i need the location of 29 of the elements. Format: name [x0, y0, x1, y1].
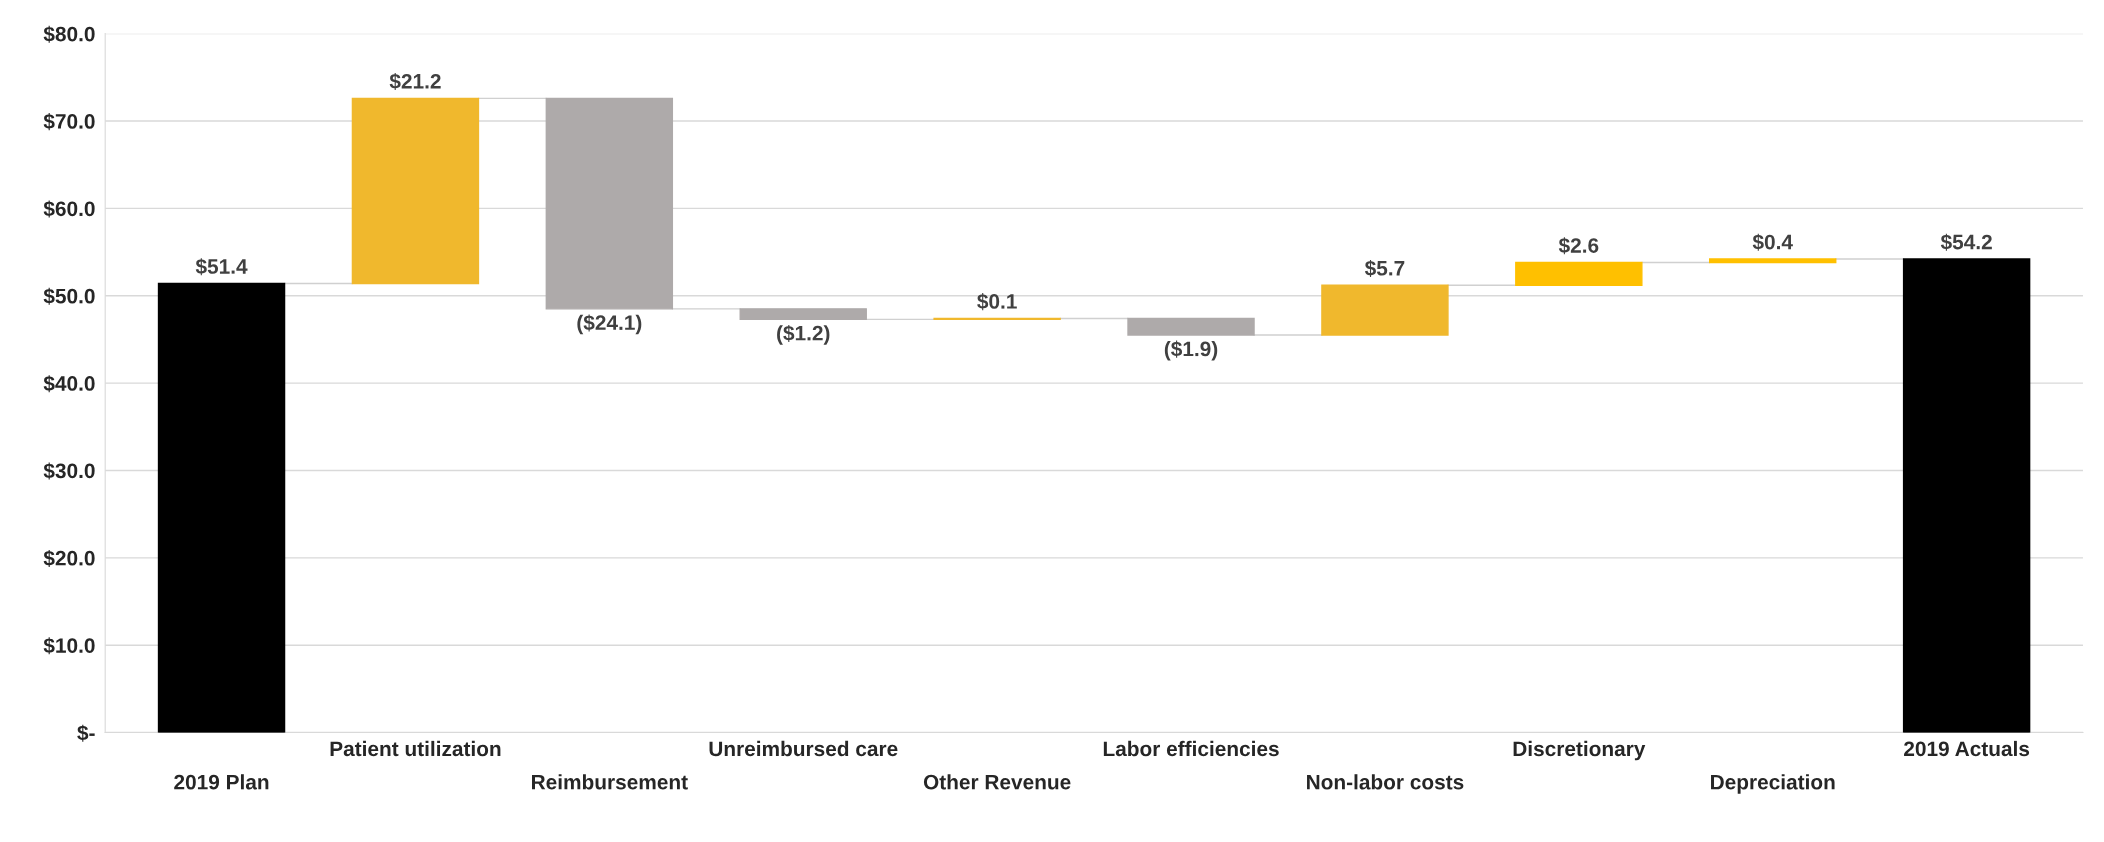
data-label: $21.2: [389, 72, 441, 90]
x-tick-label: Patient utilization: [330, 740, 501, 757]
x-tick-label: Labor efficiencies: [1103, 740, 1279, 757]
x-tick-label: Depreciation: [1711, 774, 1835, 794]
y-tick-label: $80.0: [43, 25, 95, 43]
data-label: ($1.2): [777, 324, 830, 345]
y-tick-label: $-: [77, 724, 95, 742]
data-label: $0.1: [977, 293, 1017, 311]
data-label: $2.6: [1558, 237, 1599, 255]
x-tick-label: 2019 Plan: [174, 774, 269, 790]
data-label: $0.4: [1752, 233, 1793, 251]
data-label: $5.7: [1364, 259, 1405, 277]
x-tick-label: Other Revenue: [923, 774, 1071, 790]
x-tick-label: Unreimbursed care: [709, 740, 898, 757]
x-tick-label: Reimbursement: [532, 774, 688, 790]
x-tick-label: Non-labor costs: [1307, 774, 1464, 790]
y-tick-label: $70.0: [43, 113, 95, 131]
y-tick-label: $10.0: [43, 637, 95, 655]
x-tick-label: 2019 Actuals: [1904, 740, 2030, 757]
y-tick-label: $40.0: [43, 375, 95, 393]
data-label: ($24.1): [577, 314, 642, 335]
data-label: $51.4: [195, 258, 248, 276]
y-tick-label: $50.0: [43, 287, 95, 305]
data-label: $54.2: [1940, 233, 1992, 251]
y-tick-label: $20.0: [43, 549, 95, 567]
data-label: ($1.9): [1164, 340, 1218, 361]
x-tick-label: Discretionary: [1513, 740, 1646, 761]
y-tick-label: $30.0: [43, 462, 95, 480]
y-tick-label: $60.0: [43, 200, 95, 218]
